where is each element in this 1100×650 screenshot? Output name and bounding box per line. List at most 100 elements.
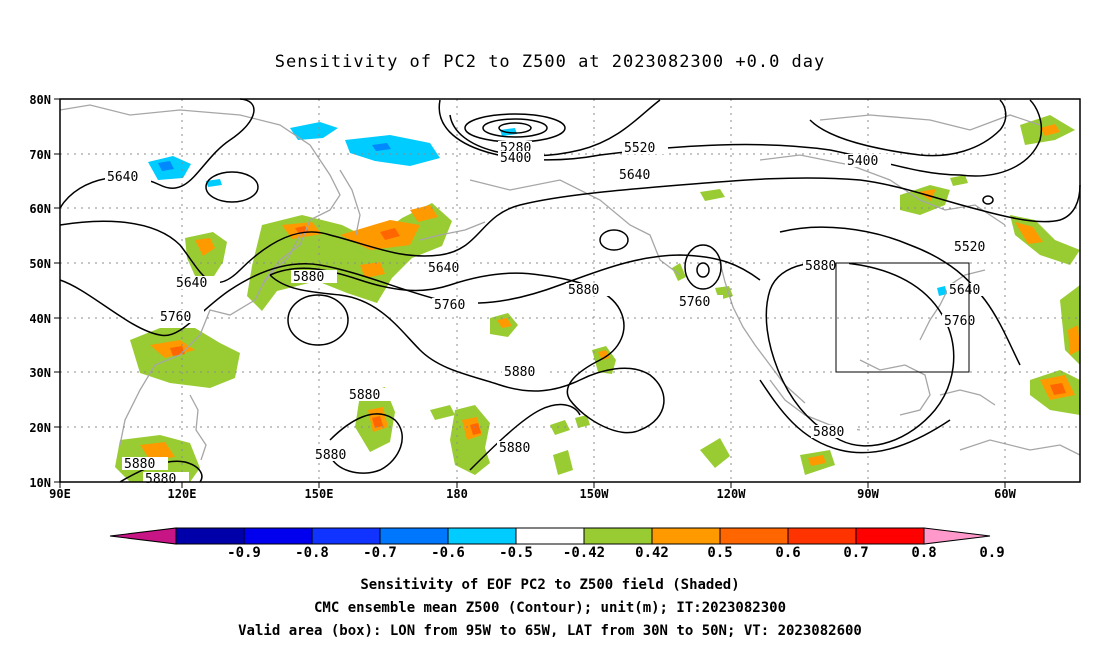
colorbar-label: 0.9 (979, 545, 1004, 561)
svg-text:5880: 5880 (568, 283, 599, 298)
lat-label: 80N (29, 93, 51, 107)
lon-label: 120W (717, 487, 747, 501)
contour-5880-gulf (759, 379, 951, 454)
clabel-5880-sw3: 5880 (143, 472, 189, 487)
shade-patch (345, 135, 440, 166)
shade-patch (672, 263, 686, 281)
shade-patch (430, 405, 455, 420)
coast-canada (759, 154, 1006, 226)
colorbar-label: -0.5 (499, 545, 533, 561)
contour-labels: 5280 5400 5520 5640 5400 5640 5640 5640 … (105, 141, 998, 487)
lon-label: 150E (305, 487, 334, 501)
lon-labels: 90E 120E 150E 180 150W 120W 90W 60W (49, 487, 1016, 501)
clabel-5400-east: 5400 (845, 154, 891, 169)
shade-patch (575, 415, 590, 428)
colorbar-segment (787, 527, 857, 545)
svg-text:5880: 5880 (124, 457, 155, 472)
clabel-5760-west: 5760 (158, 310, 204, 325)
svg-text:5640: 5640 (428, 261, 459, 276)
svg-text:5640: 5640 (619, 168, 650, 183)
svg-text:5880: 5880 (499, 441, 530, 456)
shade-patch (206, 179, 222, 187)
shade-patch (372, 143, 391, 151)
colorbar-label: 0.42 (635, 545, 669, 561)
colorbar-label: -0.7 (363, 545, 397, 561)
coast-asia (59, 104, 341, 446)
axis-ticks (54, 98, 1006, 488)
colorbar-segment (175, 527, 245, 545)
svg-text:5880: 5880 (293, 270, 324, 285)
coast-philippines (189, 394, 207, 461)
contour-5640-west (59, 98, 255, 209)
coast-caribbean (939, 389, 996, 406)
shade-patch (470, 423, 481, 435)
clabel-5640-east: 5640 (947, 283, 993, 298)
contour-5400-east (809, 99, 1007, 157)
colorbar-label: -0.9 (227, 545, 261, 561)
lat-label: 30N (29, 366, 51, 380)
clabel-5880-pacific: 5880 (502, 365, 548, 380)
shade-patch (380, 228, 400, 240)
clabel-5880-sw1: 5880 (313, 448, 359, 463)
colorbar-label: -0.6 (431, 545, 465, 561)
lat-label: 10N (29, 476, 51, 490)
lat-labels: 80N 70N 60N 50N 40N 30N 20N 10N (29, 93, 51, 490)
contour-5880-south2 (469, 403, 581, 471)
colorbar-label: 0.7 (843, 545, 868, 561)
colorbar-segment (583, 527, 653, 545)
lat-label: 20N (29, 421, 51, 435)
lon-label: 90E (49, 487, 71, 501)
shade-patch (410, 205, 438, 222)
colorbar-label: 0.8 (911, 545, 936, 561)
clabel-5880-gulf: 5880 (811, 425, 857, 440)
clabel-5880-sw2: 5880 (122, 457, 168, 472)
colorbar-segment (855, 527, 925, 545)
shade-patch (1050, 383, 1066, 395)
shade-patch (700, 438, 730, 468)
lon-label: 120E (168, 487, 197, 501)
svg-text:5760: 5760 (944, 314, 975, 329)
svg-text:5640: 5640 (949, 283, 980, 298)
colorbar-segment (379, 527, 449, 545)
figure-title: Sensitivity of PC2 to Z500 at 2023082300… (275, 52, 826, 72)
lat-label: 60N (29, 202, 51, 216)
lat-label: 70N (29, 148, 51, 162)
lat-label: 40N (29, 312, 51, 326)
contour-5760-main (59, 254, 761, 337)
clabel-5880-south: 5880 (497, 441, 543, 456)
clabel-5640: 5640 (105, 170, 151, 185)
svg-text:5880: 5880 (145, 472, 176, 487)
contour-5760-closed (684, 244, 722, 290)
shade-patch (1015, 222, 1043, 244)
colorbar-segment (719, 527, 789, 545)
shade-patch (360, 262, 385, 278)
clabel-5880-high: 5880 (803, 259, 849, 274)
captions: Sensitivity of EOF PC2 to Z500 field (Sh… (238, 577, 862, 639)
colorbar: -0.9 -0.8 -0.7 -0.6 -0.5 -0.42 0.42 0.5 0.6 0.7 0.… (109, 527, 1005, 561)
colorbar-segment (651, 527, 721, 545)
lon-label: 60W (994, 487, 1016, 501)
shade-patch (140, 442, 175, 460)
valid-area-box (835, 262, 970, 373)
caption-line-2: CMC ensemble mean Z500 (Contour); unit(m… (314, 600, 786, 616)
coast-eastus (919, 269, 986, 341)
coast-kamchatka (339, 169, 361, 236)
contour-5280-inner (482, 118, 548, 138)
caption-line-3: Valid area (box): LON from 95W to 65W, L… (238, 623, 862, 639)
svg-text:5400: 5400 (500, 151, 531, 166)
shade-patch (700, 189, 725, 201)
svg-text:5520: 5520 (954, 240, 985, 255)
clabel-5400: 5400 (498, 151, 544, 166)
shade-patch (195, 238, 215, 256)
clabel-5880-japan: 5880 (291, 270, 337, 285)
contour-5880-south (329, 413, 403, 474)
colorbar-label: -0.8 (295, 545, 329, 561)
clabel-5760-east: 5760 (942, 314, 988, 329)
coast-gulf (859, 359, 931, 416)
svg-text:5520: 5520 (624, 141, 655, 156)
contour-5640-closed-west (205, 171, 259, 203)
svg-text:5760: 5760 (434, 298, 465, 313)
caption-line-1: Sensitivity of EOF PC2 to Z500 field (Sh… (360, 577, 739, 593)
shade-patch (497, 318, 512, 328)
colorbar-arrow-min (109, 527, 177, 545)
